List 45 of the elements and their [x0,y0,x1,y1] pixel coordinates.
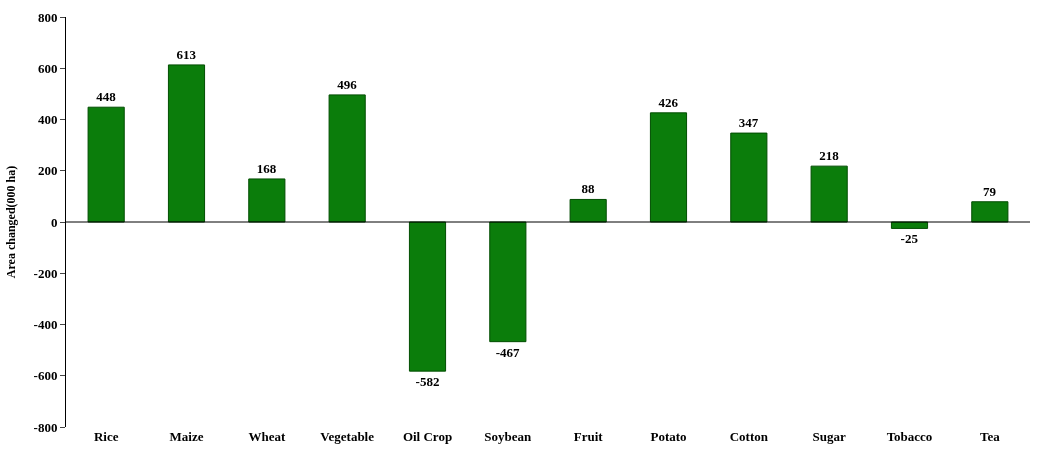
data-label: -467 [495,344,520,360]
bar [167,64,206,223]
data-label: -582 [415,374,440,390]
data-label: 426 [658,94,679,110]
y-tick-label: -600 [33,368,58,384]
x-tick-label: Maize [169,429,204,444]
y-tick-label: 400 [37,112,58,128]
y-tick-label: -200 [33,265,58,281]
y-tick-label: -400 [33,317,58,333]
data-label: 218 [819,148,840,164]
bar [810,165,848,223]
x-tick-label: Tobacco [886,429,933,444]
x-tick-label: Wheat [248,429,286,444]
bar [489,221,527,343]
x-tick-label: Tea [979,429,1001,444]
bar [569,198,607,223]
x-tick-label: Vegetable [320,429,375,444]
bar [649,112,688,223]
data-label: 448 [96,89,117,105]
y-tick-label: 800 [37,9,58,25]
x-tick-label: Sugar [812,429,847,444]
bar [87,106,125,223]
bar [730,132,768,223]
data-label: -25 [900,231,919,247]
data-label: 88 [581,181,595,197]
data-label: 347 [738,115,759,131]
data-label: 79 [983,183,997,199]
bar [408,221,447,372]
x-tick-label: Rice [93,429,119,444]
y-tick-label: 0 [50,214,58,230]
bar [328,94,366,223]
y-tick-label: -800 [33,419,58,435]
bar [971,201,1009,223]
y-tick-label: 600 [37,60,58,76]
y-axis-title: Area changed(000 ha) [3,165,18,279]
x-tick-label: Fruit [573,429,604,444]
data-label: 613 [176,46,197,62]
data-label: 496 [337,76,358,92]
data-label: 168 [256,160,277,176]
y-tick-label: 200 [37,163,58,179]
x-tick-label: Soybean [484,429,533,444]
x-tick-label: Potato [650,429,687,444]
bar [248,178,286,223]
x-tick-label: Oil Crop [402,429,453,444]
x-tick-label: Cotton [729,429,769,444]
